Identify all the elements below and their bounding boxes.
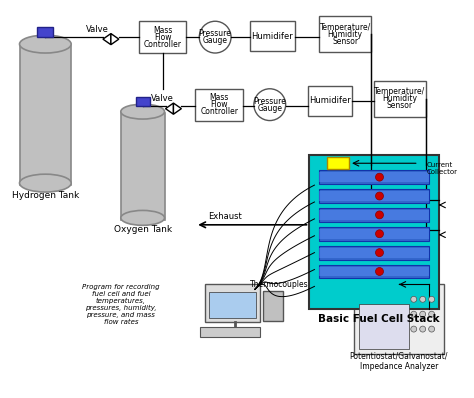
Circle shape: [411, 326, 417, 332]
Bar: [205, 285, 260, 322]
Ellipse shape: [121, 211, 164, 225]
Circle shape: [411, 311, 417, 317]
Text: Potentiostat/Galvanostat/
Impedance Analyzer: Potentiostat/Galvanostat/ Impedance Anal…: [350, 351, 448, 371]
Text: Humidifer: Humidifer: [309, 96, 351, 105]
Bar: [319, 265, 428, 279]
Bar: [319, 229, 428, 239]
Text: Valve: Valve: [85, 25, 109, 34]
Polygon shape: [165, 103, 173, 114]
Text: Exhaust: Exhaust: [208, 213, 242, 221]
Text: Program for recording
fuel cell and fuel
temperatures,
pressures, humidity,
pres: Program for recording fuel cell and fuel…: [82, 284, 160, 325]
Circle shape: [411, 297, 417, 302]
Text: Temperature/: Temperature/: [374, 87, 426, 96]
Circle shape: [419, 326, 426, 332]
Bar: [308, 86, 352, 115]
Bar: [263, 291, 283, 321]
Circle shape: [254, 89, 286, 121]
Bar: [319, 267, 428, 277]
Text: Sensor: Sensor: [332, 37, 358, 46]
Circle shape: [428, 297, 435, 302]
Bar: [139, 21, 186, 53]
Ellipse shape: [19, 35, 71, 53]
Text: Flow: Flow: [154, 33, 171, 42]
Bar: [374, 81, 426, 117]
Text: Basic Fuel Cell Stack: Basic Fuel Cell Stack: [318, 314, 440, 324]
Circle shape: [375, 211, 383, 219]
Text: Humidity: Humidity: [383, 94, 417, 103]
Text: Mass: Mass: [153, 26, 172, 35]
Text: Valve: Valve: [151, 94, 174, 103]
Circle shape: [199, 21, 231, 53]
Ellipse shape: [121, 104, 164, 119]
Text: Humidifer: Humidifer: [251, 32, 293, 41]
Text: Thermocouples: Thermocouples: [250, 280, 309, 289]
Bar: [319, 227, 428, 241]
Bar: [200, 327, 260, 337]
Ellipse shape: [19, 174, 71, 192]
Bar: [37, 27, 53, 37]
Circle shape: [375, 173, 383, 181]
Bar: [19, 46, 71, 185]
Circle shape: [428, 326, 435, 332]
Text: Oxygen Tank: Oxygen Tank: [114, 225, 172, 234]
Text: Humidity: Humidity: [328, 30, 363, 39]
Bar: [310, 155, 438, 309]
Text: Gauge: Gauge: [203, 36, 228, 45]
Text: Current
Collector: Current Collector: [427, 162, 458, 175]
Circle shape: [419, 311, 426, 317]
Polygon shape: [111, 33, 119, 45]
Bar: [319, 170, 428, 184]
Text: Hydrogen Tank: Hydrogen Tank: [12, 191, 79, 199]
Bar: [250, 21, 295, 51]
Text: Mass: Mass: [210, 93, 229, 102]
Bar: [136, 97, 150, 105]
Bar: [319, 172, 428, 182]
Bar: [328, 157, 349, 169]
Text: Gauge: Gauge: [257, 103, 283, 113]
Text: Pressure: Pressure: [253, 97, 286, 106]
Text: Flow: Flow: [210, 100, 228, 109]
Circle shape: [375, 192, 383, 200]
Bar: [209, 293, 256, 318]
Text: Temperature/: Temperature/: [319, 23, 371, 32]
Polygon shape: [103, 33, 111, 45]
Bar: [319, 189, 428, 203]
Bar: [319, 246, 428, 259]
Bar: [319, 248, 428, 258]
Text: Controller: Controller: [200, 107, 238, 116]
Text: Sensor: Sensor: [387, 101, 413, 110]
Bar: [319, 210, 428, 220]
Bar: [319, 16, 371, 52]
Circle shape: [375, 230, 383, 238]
Polygon shape: [173, 103, 182, 114]
Circle shape: [375, 249, 383, 257]
Bar: [359, 304, 409, 349]
Circle shape: [419, 297, 426, 302]
Circle shape: [428, 311, 435, 317]
Bar: [195, 89, 243, 121]
Bar: [354, 285, 444, 354]
Bar: [319, 191, 428, 201]
Text: Controller: Controller: [144, 39, 182, 49]
Bar: [319, 208, 428, 222]
Bar: [121, 113, 164, 220]
Circle shape: [375, 267, 383, 275]
Text: Pressure: Pressure: [199, 29, 232, 38]
